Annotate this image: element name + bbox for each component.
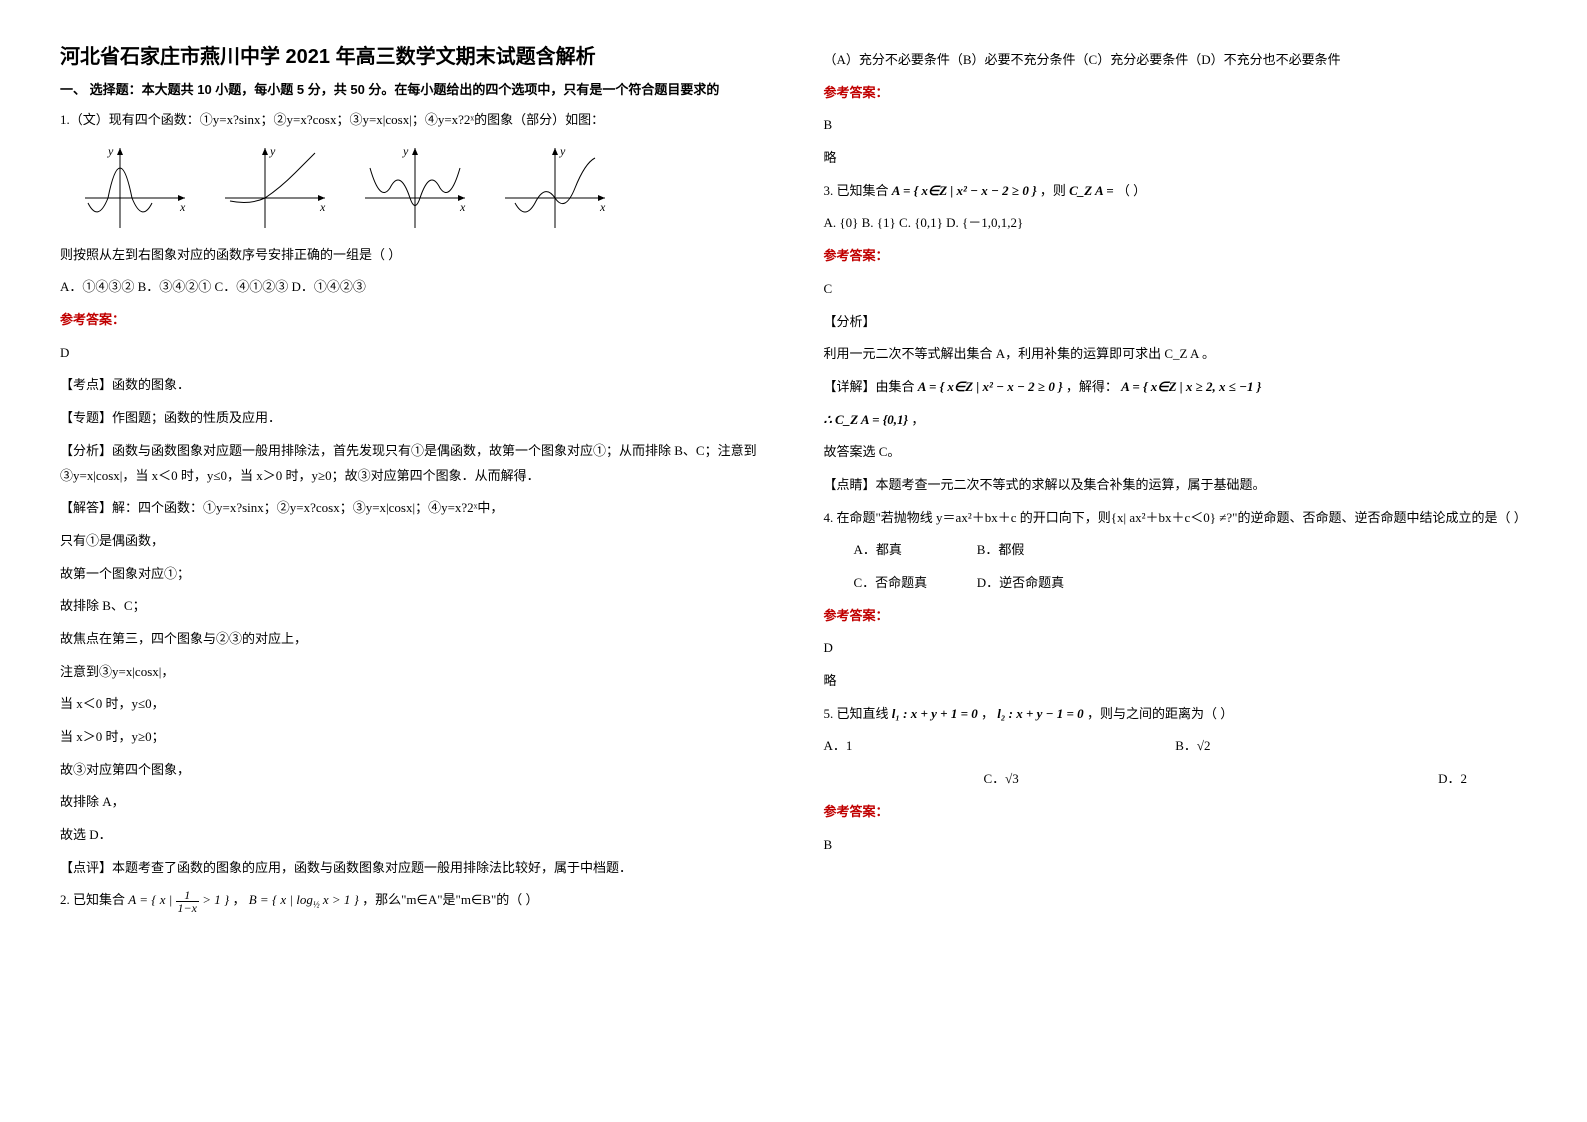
page: 河北省石家庄市燕川中学 2021 年高三数学文期末试题含解析 一、 选择题：本大… <box>0 0 1587 962</box>
q4-stem: 4. 在命题"若抛物线 y＝ax²＋bx＋c 的开口向下，则{x| ax²＋bx… <box>824 506 1528 531</box>
q3-sel: 故答案选 C。 <box>824 440 1528 465</box>
q1-stem: 1.（文）现有四个函数：①y=x?sinx；②y=x?cosx；③y=x|cos… <box>60 108 764 133</box>
q1-jieda-2: 只有①是偶函数， <box>60 529 764 554</box>
left-column: 河北省石家庄市燕川中学 2021 年高三数学文期末试题含解析 一、 选择题：本大… <box>60 40 764 922</box>
q5-opts-row2: C．√3 D．2 <box>824 767 1528 792</box>
answer-label-2: 参考答案： <box>824 81 1528 106</box>
q5-stem-post: ，则与之间的距离为（ ） <box>1087 706 1233 721</box>
q1-jieda-1: 【解答】解：四个函数：①y=x?sinx；②y=x?cosx；③y=x|cosx… <box>60 496 764 521</box>
q5-opts-row1: A．1 B．√2 <box>824 734 1528 759</box>
graph-4: x y <box>500 143 610 233</box>
q3-fenxi: 利用一元二次不等式解出集合 A，利用补集的运算即可求出 C_Z A 。 <box>824 342 1528 367</box>
svg-text:y: y <box>269 144 276 158</box>
q5-opt-b: B．√2 <box>1175 734 1527 759</box>
svg-text:y: y <box>559 144 566 158</box>
q2-stem-post: ，那么"m∈A"是"m∈B"的（ ） <box>362 892 538 907</box>
q1-jieda-5: 故焦点在第三，四个图象与②③的对应上， <box>60 627 764 652</box>
q2-set-b: B = { x | log½ x > 1 } <box>249 892 359 907</box>
svg-text:x: x <box>179 200 186 214</box>
q4-opt-c: C．否命题真 <box>854 571 974 596</box>
q4-opt-b: B．都假 <box>977 542 1025 557</box>
q5-stem-pre: 5. 已知直线 <box>824 706 892 721</box>
q2-stem: 2. 已知集合 A = { x | 11−x > 1 } ， B = { x |… <box>60 888 764 914</box>
q5-sep: ， <box>981 706 994 721</box>
q4-lue: 略 <box>824 669 1528 694</box>
answer-label-4: 参考答案： <box>824 604 1528 629</box>
svg-text:x: x <box>319 200 326 214</box>
q1-dianping: 【点评】本题考查了函数的图象的应用，函数与函数图象对应题一般用排除法比较好，属于… <box>60 856 764 881</box>
q1-jieda-11: 故选 D． <box>60 823 764 848</box>
answer-label-1: 参考答案： <box>60 308 764 333</box>
q1-answer: D <box>60 341 764 366</box>
q3-expr: C_Z A = <box>1069 183 1114 198</box>
q1-jieda-7: 当 x＜0 时，y≤0， <box>60 692 764 717</box>
svg-text:x: x <box>459 200 466 214</box>
q2-options: （A）充分不必要条件（B）必要不充分条件（C）充分必要条件（D）不充分也不必要条… <box>824 48 1528 73</box>
q4-answer: D <box>824 636 1528 661</box>
q2-stem-pre: 2. 已知集合 <box>60 892 128 907</box>
q3-jie-mid: ，解得： <box>1066 379 1118 394</box>
graph-1: x y <box>80 143 190 233</box>
section-heading: 一、 选择题：本大题共 10 小题，每小题 5 分，共 50 分。在每小题给出的… <box>60 79 764 98</box>
q5-opt-c: C．√3 <box>824 767 1226 792</box>
q5-l1: l₁ : x + y + 1 = 0 <box>892 706 978 721</box>
q5-opt-d: D．2 <box>1225 767 1527 792</box>
q3-jie-therefore: ∴ C_Z A = {0,1} ， <box>824 408 1528 433</box>
q3-fenxi-h: 【分析】 <box>824 310 1528 335</box>
answer-label-5: 参考答案： <box>824 800 1528 825</box>
q1-jieda-4: 故排除 B、C； <box>60 594 764 619</box>
q3-stem-post: （ ） <box>1117 183 1146 198</box>
q3-stem-pre: 3. 已知集合 <box>824 183 892 198</box>
q1-graphs: x y x y x y <box>80 143 764 233</box>
document-title: 河北省石家庄市燕川中学 2021 年高三数学文期末试题含解析 <box>60 40 764 69</box>
q3-jie: 【详解】由集合 A = { x∈Z | x² − x − 2 ≥ 0 } ，解得… <box>824 375 1528 400</box>
q3-jie-set2: A = { x∈Z | x ≥ 2, x ≤ −1 } <box>1121 379 1261 394</box>
q2-lue: 略 <box>824 146 1528 171</box>
q3-dianping: 【点睛】本题考查一元二次不等式的求解以及集合补集的运算，属于基础题。 <box>824 473 1528 498</box>
svg-text:y: y <box>107 144 114 158</box>
answer-label-3: 参考答案： <box>824 244 1528 269</box>
q3-stem-mid: ，则 <box>1040 183 1069 198</box>
graph-2: x y <box>220 143 330 233</box>
q5-l2: l₂ : x + y − 1 = 0 <box>997 706 1083 721</box>
q1-jieda-3: 故第一个图象对应①； <box>60 562 764 587</box>
q1-zhuanti: 【专题】作图题；函数的性质及应用． <box>60 406 764 431</box>
graph-3: x y <box>360 143 470 233</box>
q4-opt-d: D．逆否命题真 <box>977 575 1064 590</box>
q5-answer: B <box>824 833 1528 858</box>
svg-text:y: y <box>402 144 409 158</box>
q4-opt-a: A．都真 <box>854 538 974 563</box>
q3-stem: 3. 已知集合 A = { x∈Z | x² − x − 2 ≥ 0 } ，则 … <box>824 179 1528 204</box>
q1-jieda-6: 注意到③y=x|cosx|， <box>60 660 764 685</box>
q2-set-a: A = { x | 11−x > 1 } <box>128 892 229 907</box>
q3-jie-pre: 【详解】由集合 <box>824 379 918 394</box>
q1-jieda-10: 故排除 A， <box>60 790 764 815</box>
q3-answer: C <box>824 277 1528 302</box>
q4-opts-row1: A．都真 B．都假 <box>824 538 1528 563</box>
svg-text:x: x <box>599 200 606 214</box>
q4-opts-row2: C．否命题真 D．逆否命题真 <box>824 571 1528 596</box>
q2-answer: B <box>824 113 1528 138</box>
right-column: （A）充分不必要条件（B）必要不充分条件（C）充分必要条件（D）不充分也不必要条… <box>824 40 1528 922</box>
q1-after-graph: 则按照从左到右图象对应的函数序号安排正确的一组是（ ） <box>60 243 764 268</box>
q1-fenxi: 【分析】函数与函数图象对应题一般用排除法，首先发现只有①是偶函数，故第一个图象对… <box>60 439 764 488</box>
q1-kaodian: 【考点】函数的图象． <box>60 373 764 398</box>
q5-stem: 5. 已知直线 l₁ : x + y + 1 = 0 ， l₂ : x + y … <box>824 702 1528 727</box>
q3-options: A. {0} B. {1} C. {0,1} D. {－1,0,1,2} <box>824 211 1528 236</box>
q1-options: A．①④③② B．③④②① C．④①②③ D．①④②③ <box>60 275 764 300</box>
q3-set: A = { x∈Z | x² − x − 2 ≥ 0 } <box>892 183 1037 198</box>
q3-jie-set1: A = { x∈Z | x² − x − 2 ≥ 0 } <box>918 379 1063 394</box>
q5-opt-a: A．1 <box>824 734 1176 759</box>
q1-jieda-9: 故③对应第四个图象， <box>60 758 764 783</box>
q1-jieda-8: 当 x＞0 时，y≥0； <box>60 725 764 750</box>
